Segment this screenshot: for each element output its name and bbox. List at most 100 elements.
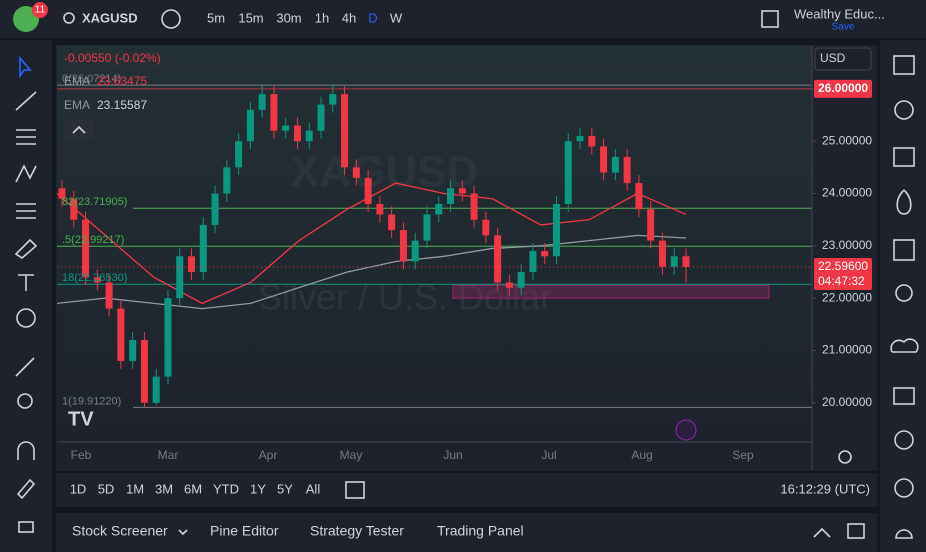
- candle-body: [188, 256, 196, 272]
- interval-button[interactable]: W: [390, 10, 403, 25]
- x-tick-label: May: [340, 448, 363, 462]
- range-button[interactable]: 6M: [184, 481, 202, 496]
- range-button[interactable]: YTD: [213, 481, 239, 496]
- streams-icon[interactable]: [890, 338, 919, 353]
- candle-body: [658, 240, 666, 267]
- candle-body: [611, 156, 619, 173]
- range-button[interactable]: 1Y: [250, 481, 266, 496]
- interval-button[interactable]: 1h: [315, 10, 329, 25]
- pattern-tool[interactable]: [15, 164, 37, 183]
- events-icon[interactable]: [675, 419, 697, 441]
- range-button[interactable]: All: [306, 481, 321, 496]
- candle-body: [411, 240, 419, 262]
- candle-body: [223, 167, 231, 194]
- hotlist-icon[interactable]: [896, 189, 912, 215]
- candle-body: [529, 251, 537, 272]
- plot-area: [57, 46, 812, 442]
- fib-tool[interactable]: [16, 129, 36, 145]
- add-symbol[interactable]: [161, 9, 181, 29]
- currency[interactable]: USD: [820, 51, 846, 65]
- left-toolbar: [0, 40, 52, 552]
- cursor-tool[interactable]: [19, 55, 32, 79]
- collapse-arrow[interactable]: [72, 125, 86, 134]
- save-label[interactable]: Save: [832, 22, 855, 33]
- candle-body: [470, 193, 478, 220]
- watermark-symbol: XAGUSD: [290, 148, 478, 197]
- collapse-button[interactable]: [64, 120, 94, 140]
- projection-tool[interactable]: [16, 203, 36, 219]
- candle-body: [117, 308, 125, 361]
- lock-draw-tool[interactable]: [16, 478, 36, 500]
- currency-box[interactable]: [814, 47, 872, 71]
- account-name[interactable]: Wealthy Educ...: [794, 6, 885, 21]
- candle-body: [305, 130, 313, 142]
- brush-tool[interactable]: [14, 238, 38, 260]
- candle-body: [623, 156, 631, 184]
- calendar-icon[interactable]: [893, 239, 915, 261]
- y-tick-label: 22.00000: [822, 290, 872, 304]
- candle-body: [564, 141, 572, 204]
- fib-label: 1(19.91220): [62, 395, 121, 407]
- interval-button[interactable]: 15m: [238, 10, 263, 25]
- help-icon[interactable]: [894, 430, 914, 450]
- play-icon[interactable]: [894, 478, 914, 498]
- y-tick-label: 20.00000: [822, 395, 872, 409]
- symbol[interactable]: XAGUSD: [82, 10, 138, 25]
- notifications-icon[interactable]: [895, 529, 913, 539]
- lock-tool[interactable]: [18, 521, 34, 533]
- candle-body: [588, 135, 596, 147]
- candle-body: [82, 219, 90, 278]
- y-tick-label: 23.00000: [822, 238, 872, 252]
- hline-price-box: [814, 79, 872, 98]
- range-button[interactable]: 5D: [98, 481, 115, 496]
- candle-body: [282, 125, 290, 131]
- interval-button[interactable]: D: [368, 10, 377, 25]
- interval-button[interactable]: 4h: [342, 10, 356, 25]
- expand-panel[interactable]: [813, 527, 831, 538]
- badge-count: 11: [35, 5, 46, 16]
- last-price-label: 22.59600: [818, 259, 868, 273]
- range-button[interactable]: 5Y: [277, 481, 293, 496]
- panel-tab[interactable]: Pine Editor: [210, 523, 279, 539]
- maximize-panel[interactable]: [847, 523, 865, 539]
- panel-tab[interactable]: Stock Screener: [72, 523, 168, 539]
- text-tool[interactable]: [18, 274, 34, 291]
- chat-icon[interactable]: [893, 387, 915, 405]
- fib-label: 18(22.26530): [62, 272, 127, 284]
- panel-tab[interactable]: Trading Panel: [437, 523, 524, 539]
- x-tick-label: Feb: [71, 448, 92, 462]
- measure-tool[interactable]: [15, 357, 35, 377]
- candle-body: [164, 298, 172, 377]
- candle-body: [58, 188, 66, 199]
- x-tick-label: Mar: [158, 448, 179, 462]
- search-icon[interactable]: [63, 12, 75, 24]
- range-button[interactable]: 1D: [70, 481, 87, 496]
- candle-body: [458, 188, 466, 194]
- line-tool[interactable]: [15, 91, 37, 111]
- ideas-icon[interactable]: [895, 284, 913, 302]
- candle-body: [399, 230, 407, 262]
- interval-button[interactable]: 30m: [276, 10, 301, 25]
- magnet-tool[interactable]: [17, 441, 35, 460]
- alerts-icon[interactable]: [894, 100, 914, 120]
- ema-name: EMA: [64, 74, 90, 88]
- candle-body: [293, 125, 301, 142]
- candle-body: [670, 256, 678, 267]
- date-range-icon[interactable]: [345, 481, 365, 499]
- candle-body: [517, 271, 525, 288]
- icons-tool[interactable]: [16, 308, 36, 328]
- tab-dropdown[interactable]: [178, 529, 188, 536]
- range-button[interactable]: 3M: [155, 481, 173, 496]
- panel-tab[interactable]: Strategy Tester: [310, 523, 404, 539]
- candle-body: [270, 94, 278, 131]
- settings-icon[interactable]: [838, 450, 852, 464]
- watermark-description: Silver / U.S. Dollar: [258, 277, 552, 318]
- layout-icon[interactable]: [761, 10, 779, 28]
- bottom-panel: [56, 513, 877, 552]
- data-window-icon[interactable]: [893, 147, 915, 167]
- zoom-tool[interactable]: [17, 393, 33, 409]
- range-button[interactable]: 1M: [126, 481, 144, 496]
- interval-button[interactable]: 5m: [207, 10, 225, 25]
- watchlist-icon[interactable]: [893, 55, 915, 75]
- candle-body: [246, 109, 254, 142]
